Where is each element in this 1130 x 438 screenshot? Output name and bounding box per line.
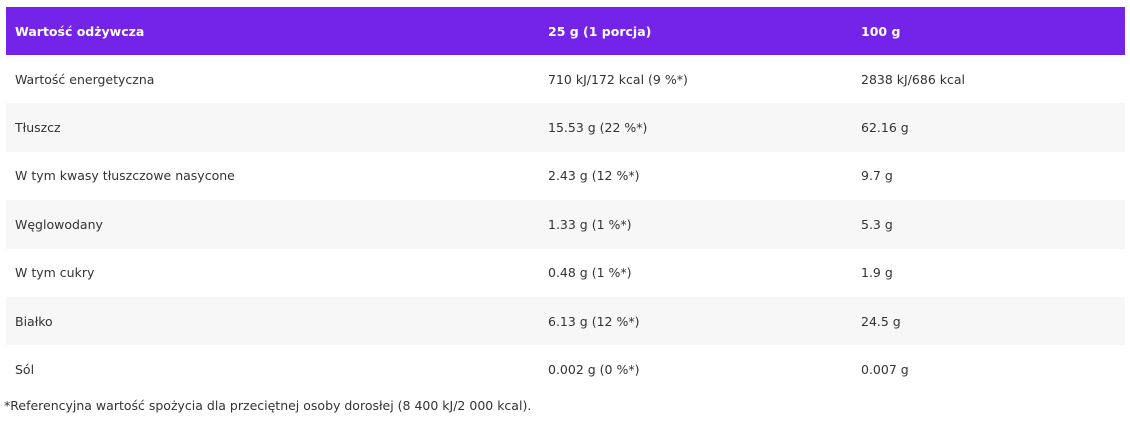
table-cell: 2838 kJ/686 kcal — [861, 71, 965, 87]
table-cell: Białko — [6, 296, 539, 346]
table-cell: Sól — [15, 362, 35, 378]
table-row: Sól 0.002 g (0 %*) 0.007 g — [6, 345, 1125, 393]
table-cell: 62.16 g — [852, 103, 1125, 152]
table-cell: 6.13 g (12 %*) — [539, 296, 852, 346]
header-row: Wartość odżywcza 25 g (1 porcja) 100 g — [6, 7, 1125, 55]
table-cell: Wartość energetyczna — [15, 71, 155, 87]
table-cell: 9.7 g — [861, 168, 893, 184]
table-cell: Węglowodany — [6, 200, 539, 249]
table-cell: 0.48 g (1 %*) — [548, 265, 632, 281]
header-cell: Wartość odżywcza — [6, 7, 539, 55]
header-cell: 100 g — [852, 7, 1125, 55]
table-row: Wartość energetyczna 710 kJ/172 kcal (9 %… — [6, 55, 1125, 103]
table-cell: 0.007 g — [861, 362, 909, 378]
table-cell: 710 kJ/172 kcal (9 %*) — [548, 71, 688, 87]
table-row: W tym kwasy tłuszczowe nasycone 2.43 g (1… — [6, 152, 1125, 200]
table-row: Białko 6.13 g (12 %*) 24.5 g — [6, 296, 1125, 346]
table-row: W tym cukry 0.48 g (1 %*) 1.9 g — [6, 249, 1125, 297]
table-cell: 1.33 g (1 %*) — [539, 200, 852, 249]
table-cell: 24.5 g — [852, 296, 1125, 346]
table-row: Tłuszcz 15.53 g (22 %*) 62.16 g — [6, 103, 1125, 152]
table-cell: 2.43 g (12 %*) — [548, 168, 640, 184]
table-cell: W tym kwasy tłuszczowe nasycone — [15, 168, 235, 184]
table-cell: 1.9 g — [861, 265, 893, 281]
footnote: *Referencyjna wartość spożycia dla przec… — [4, 398, 532, 413]
table-cell: 0.002 g (0 %*) — [548, 362, 640, 378]
table-row: Węglowodany 1.33 g (1 %*) 5.3 g — [6, 200, 1125, 249]
nutrition-table: Wartość odżywcza 25 g (1 porcja) 100 g War… — [6, 7, 1125, 394]
table-cell: W tym cukry — [15, 265, 95, 281]
table-cell: 15.53 g (22 %*) — [539, 103, 852, 152]
table-cell: Tłuszcz — [6, 103, 539, 152]
header-cell: 25 g (1 porcja) — [539, 7, 852, 55]
table-cell: 5.3 g — [852, 200, 1125, 249]
